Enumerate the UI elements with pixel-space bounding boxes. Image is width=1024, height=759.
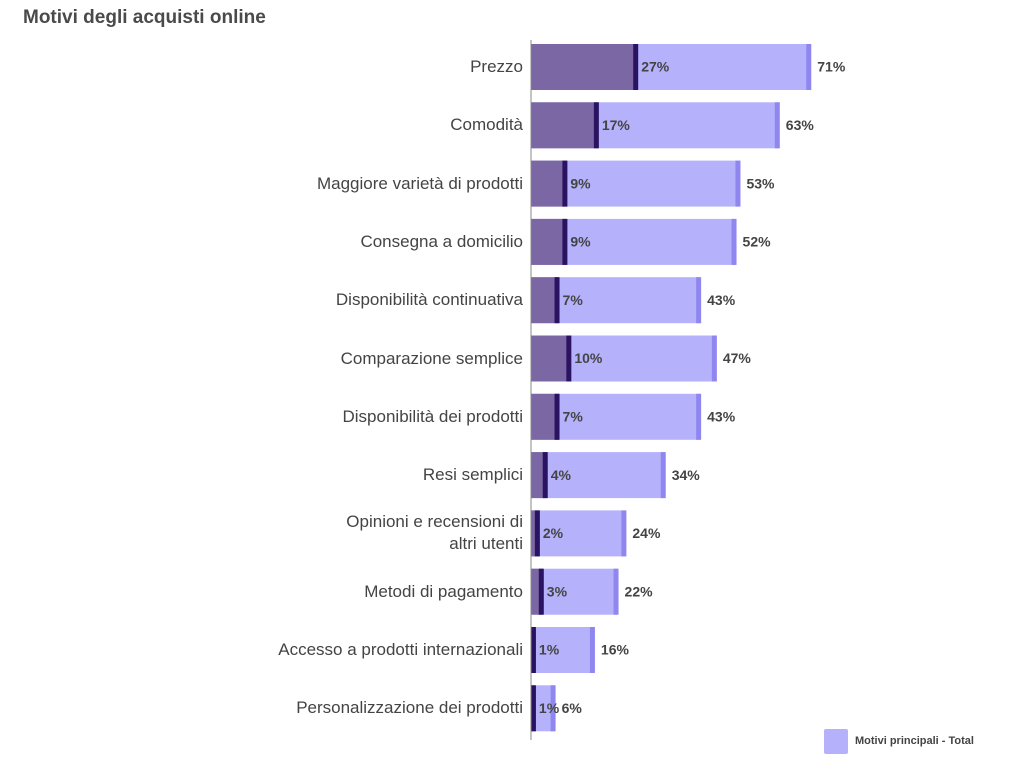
bar — [531, 685, 555, 732]
value-label: 47% — [723, 350, 752, 366]
bar — [531, 510, 626, 557]
value-label: 9% — [570, 175, 591, 191]
bar — [531, 568, 543, 615]
bar — [531, 452, 665, 499]
value-label: 10% — [574, 350, 603, 366]
value-label: 17% — [602, 117, 631, 133]
value-label: 1% — [539, 700, 560, 716]
bar-edge — [566, 335, 572, 382]
value-label: 7% — [563, 292, 584, 308]
bar-edge — [530, 627, 536, 673]
bar-edge — [554, 277, 560, 324]
bar-edge — [660, 452, 666, 499]
legend-label: Motivi principali - Total — [855, 735, 974, 747]
bar-edge — [562, 160, 568, 207]
bar-edge — [806, 44, 812, 90]
bar — [531, 44, 638, 90]
bar-edge — [593, 102, 599, 149]
category-label: Accesso a prodotti internazionali — [278, 640, 523, 659]
legend-swatch — [824, 729, 848, 754]
value-label: 2% — [543, 525, 564, 541]
value-label: 27% — [641, 59, 670, 75]
bar-edge — [696, 393, 702, 440]
bar — [531, 568, 618, 615]
bar-edge — [562, 218, 568, 265]
value-label: 6% — [562, 700, 583, 716]
value-label: 63% — [786, 117, 815, 133]
bar — [531, 160, 567, 207]
bar — [531, 335, 571, 382]
chart-title: Motivi degli acquisti online — [23, 7, 266, 28]
bar — [531, 393, 559, 440]
bar-edge — [550, 685, 556, 732]
value-label: 9% — [570, 234, 591, 250]
bar-edge — [774, 102, 780, 149]
category-label: Personalizzazione dei prodotti — [296, 698, 523, 718]
bar — [531, 218, 567, 265]
value-label: 7% — [563, 409, 584, 425]
bar — [531, 102, 598, 149]
value-label: 3% — [547, 583, 568, 599]
bar-edge — [534, 510, 540, 557]
bar-edge — [735, 160, 741, 207]
bar-edge — [589, 627, 595, 673]
value-label: 4% — [551, 467, 572, 483]
bar-edge — [613, 568, 619, 615]
value-label: 43% — [707, 409, 736, 425]
category-label: Disponibilità dei prodotti — [342, 406, 524, 426]
value-label: 71% — [817, 59, 846, 75]
bar-edge — [621, 510, 627, 557]
bar-edge — [542, 452, 548, 499]
bar-edge — [696, 277, 702, 324]
category-label: Maggiore varietà di prodotti — [316, 173, 523, 193]
category-label: Consegna a domicilio — [360, 231, 523, 251]
bar — [531, 627, 594, 673]
category-label: Disponibilità continuativa — [335, 290, 523, 310]
value-label: 22% — [625, 583, 654, 599]
category-label: Comodità — [450, 115, 523, 135]
category-label: Prezzo — [470, 57, 523, 76]
bar-edge — [711, 335, 717, 382]
bar-edge — [538, 568, 544, 615]
value-label: 1% — [539, 642, 560, 658]
value-label: 16% — [601, 642, 630, 658]
value-label: 53% — [746, 175, 775, 191]
category-label: Opinioni e recensioni di altri utenti — [346, 512, 523, 554]
category-label: Comparazione semplice — [340, 348, 523, 368]
category-label: Resi semplici — [422, 465, 523, 485]
bar — [531, 277, 559, 324]
bar-edge — [633, 44, 639, 90]
bar-edge — [731, 218, 737, 265]
value-label: 34% — [672, 467, 701, 483]
value-label: 24% — [632, 525, 661, 541]
category-label: Metodi di pagamento — [364, 581, 523, 601]
bar-edge — [554, 393, 560, 440]
value-label: 52% — [743, 234, 772, 250]
value-label: 43% — [707, 292, 736, 308]
bar-edge — [530, 685, 536, 732]
